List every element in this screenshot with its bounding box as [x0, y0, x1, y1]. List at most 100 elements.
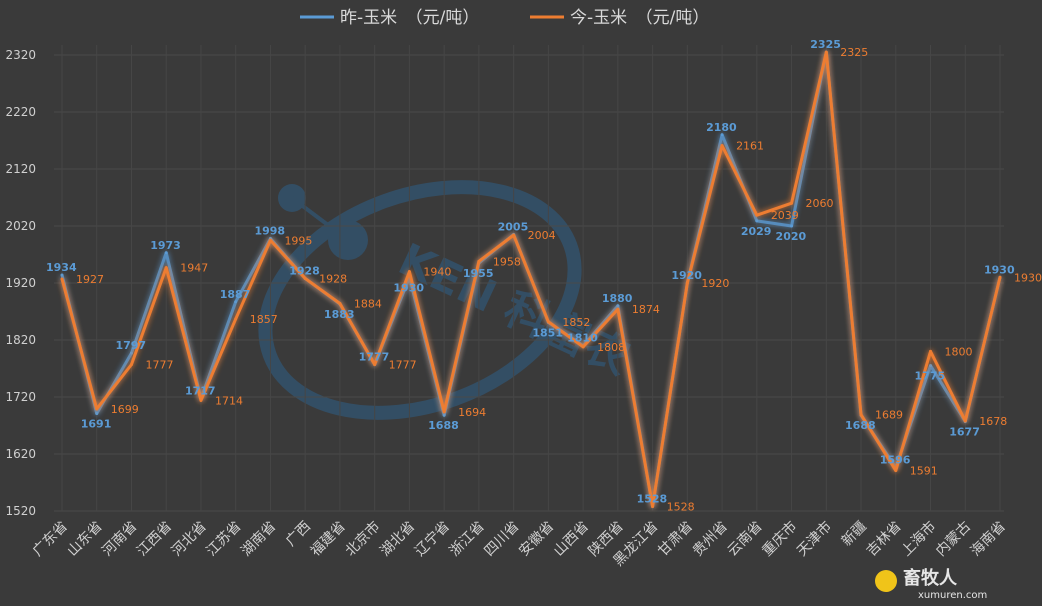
point-today	[373, 363, 377, 367]
data-label-yesterday: 1930	[393, 281, 424, 294]
data-label-today: 1694	[458, 406, 486, 419]
data-label-today: 1940	[423, 266, 451, 279]
data-label-today: 1777	[389, 359, 417, 372]
data-label-today: 1995	[284, 234, 312, 247]
x-tick-label: 江苏省	[204, 519, 245, 560]
point-today	[164, 266, 168, 270]
data-label-today: 1699	[111, 403, 139, 416]
x-tick-label: 北京市	[342, 518, 384, 560]
data-label-yesterday: 1797	[115, 339, 146, 352]
x-tick-label: 广东省	[30, 519, 71, 560]
x-tick-label: 安徽省	[516, 519, 557, 560]
point-yesterday	[442, 413, 446, 417]
point-today	[929, 349, 933, 353]
data-label-today: 2004	[528, 229, 556, 242]
point-today	[234, 317, 238, 321]
data-label-yesterday: 2005	[498, 221, 529, 234]
point-yesterday	[129, 351, 133, 355]
data-label-today: 2060	[806, 197, 834, 210]
data-label-yesterday: 1691	[81, 418, 112, 431]
point-today	[129, 363, 133, 367]
data-label-yesterday: 1928	[289, 264, 320, 277]
point-today	[268, 238, 272, 242]
data-label-today: 1958	[493, 255, 521, 268]
logo-name: 畜牧人	[903, 567, 958, 589]
x-tick-label: 湖南省	[238, 519, 279, 560]
point-today	[546, 320, 550, 324]
point-today	[95, 407, 99, 411]
point-today	[859, 413, 863, 417]
point-today	[824, 50, 828, 54]
point-today	[755, 213, 759, 217]
grid	[54, 45, 1004, 512]
data-label-today: 1852	[562, 316, 590, 329]
logo-url: xumuren.com	[918, 590, 987, 601]
point-yesterday	[234, 300, 238, 304]
x-tick-label: 甘肃省	[655, 519, 696, 560]
x-tick-label: 福建省	[308, 519, 349, 560]
data-label-today: 2325	[840, 46, 868, 59]
data-label-today: 1857	[250, 313, 278, 326]
data-label-yesterday: 1777	[359, 351, 390, 364]
data-label-yesterday: 1955	[463, 267, 494, 280]
y-tick-label: 2320	[5, 48, 36, 62]
data-label-yesterday: 2020	[776, 230, 807, 243]
data-label-today: 1800	[945, 345, 973, 358]
legend: 昨-玉米 （元/吨） 今-玉米 （元/吨）	[300, 8, 709, 28]
point-today	[442, 410, 446, 414]
data-label-yesterday: 1851	[532, 326, 563, 339]
point-yesterday	[755, 219, 759, 223]
point-yesterday	[720, 133, 724, 137]
point-today	[998, 275, 1002, 279]
x-tick-label: 吉林省	[864, 519, 905, 560]
data-label-yesterday: 1973	[150, 239, 181, 252]
data-label-yesterday: 1883	[324, 308, 355, 321]
point-today	[199, 398, 203, 402]
data-label-today: 1689	[875, 409, 903, 422]
point-today	[477, 259, 481, 263]
data-label-today: 1920	[701, 277, 729, 290]
data-label-yesterday: 1810	[567, 332, 598, 345]
data-label-today: 1528	[667, 500, 695, 513]
point-today	[407, 270, 411, 274]
data-label-today: 1927	[76, 273, 104, 286]
data-label-yesterday: 1998	[254, 225, 285, 238]
data-label-today: 1874	[632, 303, 660, 316]
x-tick-label: 天津市	[793, 518, 835, 560]
data-label-yesterday: 2029	[741, 225, 772, 238]
data-label-today: 1928	[319, 272, 347, 285]
y-tick-label: 2120	[5, 162, 36, 176]
data-label-today: 2161	[736, 140, 764, 153]
x-tick-label: 河北省	[169, 519, 210, 560]
y-tick-label: 1620	[5, 447, 36, 461]
data-label-yesterday: 1596	[880, 454, 911, 467]
x-tick-label: 广西	[283, 519, 314, 550]
x-tick-label: 四川省	[481, 519, 522, 560]
x-tick-label: 江西省	[134, 519, 175, 560]
point-today	[581, 345, 585, 349]
data-label-today: 1777	[145, 359, 173, 372]
point-today	[963, 419, 967, 423]
data-label-today: 1947	[180, 262, 208, 275]
site-logo: 畜牧人 xumuren.com	[875, 567, 987, 601]
data-label-yesterday: 1930	[984, 263, 1015, 276]
point-yesterday	[790, 224, 794, 228]
x-tick-label: 上海市	[898, 518, 940, 560]
logo-heart-icon	[875, 570, 897, 592]
point-today	[512, 233, 516, 237]
data-label-yesterday: 1880	[602, 292, 633, 305]
point-yesterday	[95, 412, 99, 416]
data-label-today: 1930	[1014, 271, 1042, 284]
point-yesterday	[616, 304, 620, 308]
x-tick-label: 山东省	[65, 519, 106, 560]
watermark: KEN 科富农	[258, 180, 637, 420]
y-tick-label: 2020	[5, 219, 36, 233]
y-tick-label: 2220	[5, 105, 36, 119]
y-tick-label: 1520	[5, 504, 36, 518]
data-label-yesterday: 1688	[428, 419, 459, 432]
x-tick-label: 贵州省	[690, 519, 731, 560]
legend-label-today: 今-玉米 （元/吨）	[570, 8, 709, 28]
data-label-yesterday: 2180	[706, 121, 737, 134]
series-lines	[60, 50, 1002, 508]
